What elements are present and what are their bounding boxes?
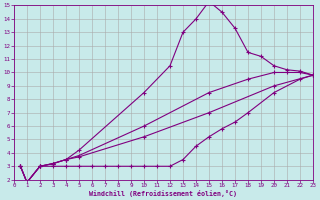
X-axis label: Windchill (Refroidissement éolien,°C): Windchill (Refroidissement éolien,°C)	[90, 190, 237, 197]
